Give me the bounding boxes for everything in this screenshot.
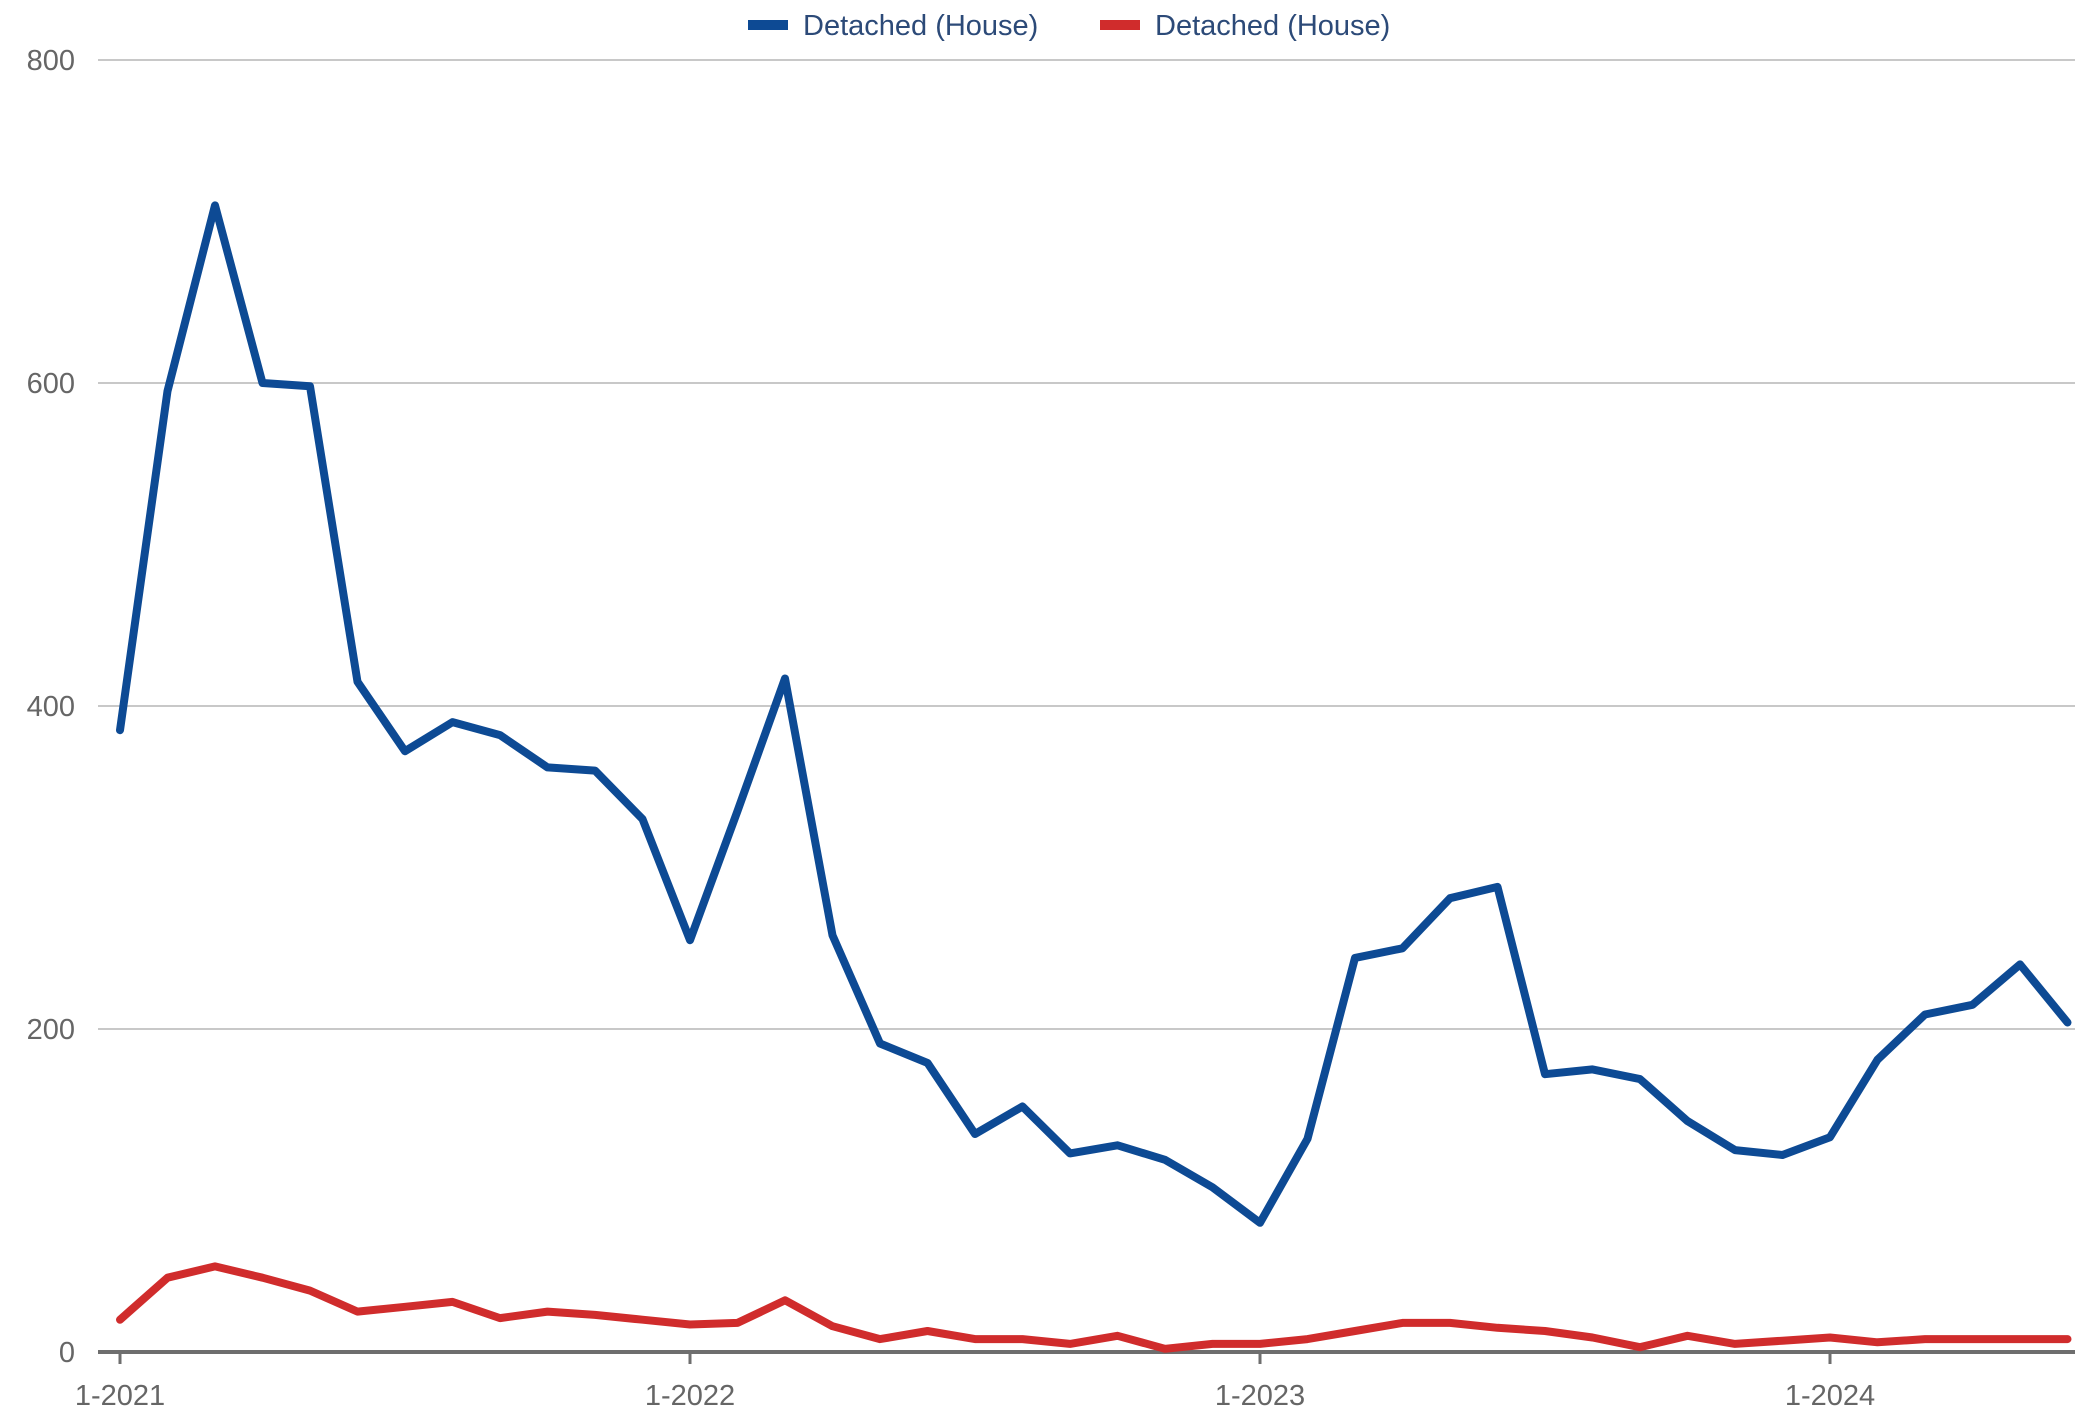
x-axis: 1-2021 1-2022 1-2023 1-2024 <box>75 1350 2075 1411</box>
y-tick-label-400: 400 <box>27 691 75 723</box>
legend: Detached (House) Detached (House) <box>748 10 1390 42</box>
x-tick-label-1-2022: 1-2022 <box>645 1380 735 1411</box>
y-tick-label-600: 600 <box>27 368 75 400</box>
legend-label-1: Detached (House) <box>803 10 1038 42</box>
series-line-1 <box>116 201 2072 1227</box>
y-tick-label-0: 0 <box>59 1337 75 1369</box>
x-tick-label-1-2021: 1-2021 <box>75 1380 165 1411</box>
x-tick-label-1-2024: 1-2024 <box>1785 1380 1875 1411</box>
gridlines <box>98 59 2075 1030</box>
x-tick-label-1-2023: 1-2023 <box>1215 1380 1305 1411</box>
legend-item-1[interactable]: Detached (House) <box>748 10 1038 42</box>
legend-item-2[interactable]: Detached (House) <box>1100 10 1390 42</box>
legend-swatch-1 <box>748 20 788 30</box>
y-tick-label-200: 200 <box>27 1014 75 1046</box>
legend-swatch-2 <box>1100 20 1140 30</box>
legend-label-2: Detached (House) <box>1155 10 1390 42</box>
y-tick-label-800: 800 <box>27 45 75 77</box>
y-axis: 0 200 400 600 800 <box>27 45 75 1369</box>
series-line-2 <box>116 1262 2072 1353</box>
series-group <box>116 201 2072 1353</box>
